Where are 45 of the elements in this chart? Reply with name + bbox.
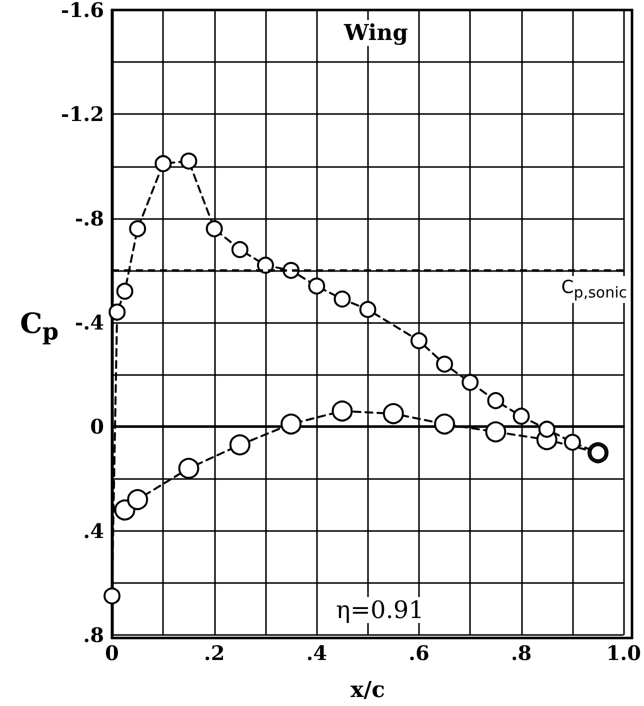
y-tick-label: -.4	[74, 310, 104, 334]
y-tick-label: 0	[90, 414, 104, 439]
text: Wing	[342, 20, 408, 46]
point	[334, 290, 351, 308]
x-tick-label: .2	[204, 641, 225, 665]
point	[127, 489, 148, 510]
x-tick-label: .6	[408, 641, 430, 665]
point	[116, 282, 134, 300]
point	[436, 356, 454, 373]
point	[178, 458, 200, 479]
point	[180, 152, 198, 170]
x-tick-label: .8	[510, 641, 532, 665]
point	[229, 434, 250, 456]
point	[485, 421, 506, 442]
x-axis-title: x/c	[350, 677, 386, 703]
point	[410, 332, 428, 350]
annotation: η=0.91	[336, 596, 424, 624]
x-tick-label: 1.0	[606, 641, 641, 665]
y-tick-label: -1.2	[60, 102, 104, 126]
point	[104, 587, 120, 604]
y-tick-label: -1.6	[60, 0, 104, 22]
point	[332, 400, 353, 422]
point	[129, 220, 146, 238]
point	[564, 434, 581, 451]
point	[108, 304, 126, 321]
x-tick-label: 0	[105, 641, 119, 665]
point	[512, 408, 530, 425]
y-axis-title: C$_{p}$	[20, 306, 59, 346]
x-tick-label: .4	[306, 641, 328, 665]
point	[206, 220, 223, 238]
point	[462, 374, 479, 391]
y-tick-label: .4	[83, 518, 104, 543]
point	[382, 403, 404, 424]
point	[538, 420, 556, 438]
point	[256, 256, 274, 274]
point	[231, 241, 248, 258]
point	[359, 300, 376, 318]
y-tick-label: .8	[83, 623, 104, 647]
point	[434, 414, 456, 435]
point	[308, 278, 326, 295]
point	[487, 392, 504, 410]
y-tick-label: -.8	[74, 206, 104, 230]
point	[154, 155, 172, 172]
ref-line-label: C$_{p,sonic}$	[558, 276, 630, 303]
point	[280, 414, 302, 435]
